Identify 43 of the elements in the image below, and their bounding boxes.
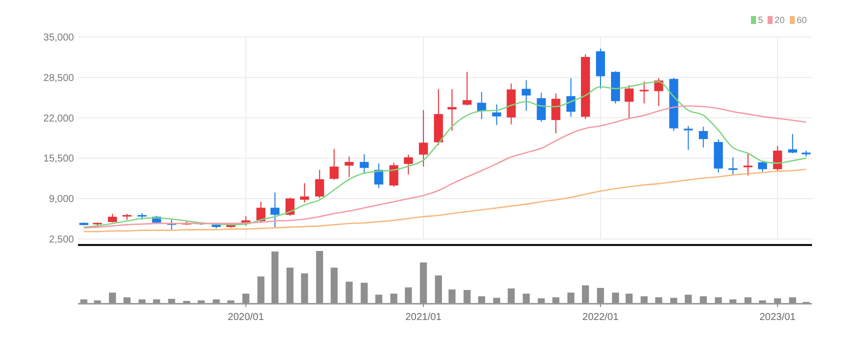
candlestick — [640, 81, 649, 104]
candlestick — [728, 156, 738, 176]
x-tick-label: 2023/01 — [759, 312, 796, 323]
candlestick — [522, 80, 531, 112]
line-series — [83, 81, 807, 228]
candlestick — [448, 88, 457, 132]
candlestick — [374, 162, 384, 189]
candlestick — [624, 84, 634, 120]
candlestick — [360, 154, 369, 174]
y-tick-label: 15,500 — [43, 154, 74, 165]
candlestick — [286, 196, 294, 216]
candlestick — [773, 145, 782, 172]
candlestick — [684, 126, 693, 150]
candlestick — [492, 104, 502, 126]
legend-label: 20 — [774, 15, 785, 25]
legend-label: 60 — [796, 15, 807, 25]
candlestick — [344, 156, 354, 178]
candlestick — [462, 71, 472, 106]
candlestick — [551, 93, 560, 134]
x-tick-label: 2022/01 — [582, 312, 619, 323]
candlestick — [256, 201, 266, 223]
y-tick-label: 9,000 — [48, 194, 74, 206]
candlestick — [566, 78, 576, 118]
candlestick — [418, 110, 428, 168]
candlestick — [315, 169, 324, 199]
line-series — [83, 105, 807, 228]
y-tick-label: 22,000 — [43, 113, 74, 124]
y-tick-label: 2,500 — [48, 234, 74, 246]
candlestick — [788, 134, 798, 154]
x-tick-label: 2020/01 — [228, 312, 264, 323]
candlestick — [404, 154, 413, 176]
candlestick — [330, 148, 339, 180]
candlestick — [389, 162, 398, 188]
candlestick — [743, 152, 752, 176]
line-series — [83, 168, 807, 232]
legend-label: 5 — [758, 15, 764, 25]
y-tick-label: 35,000 — [43, 32, 74, 44]
candlestick — [270, 192, 280, 228]
candlestick — [698, 126, 708, 148]
x-tick-label: 2021/01 — [405, 312, 442, 323]
candlestick — [536, 92, 546, 122]
candlestick — [300, 182, 310, 203]
y-tick-label: 28,500 — [43, 72, 74, 84]
